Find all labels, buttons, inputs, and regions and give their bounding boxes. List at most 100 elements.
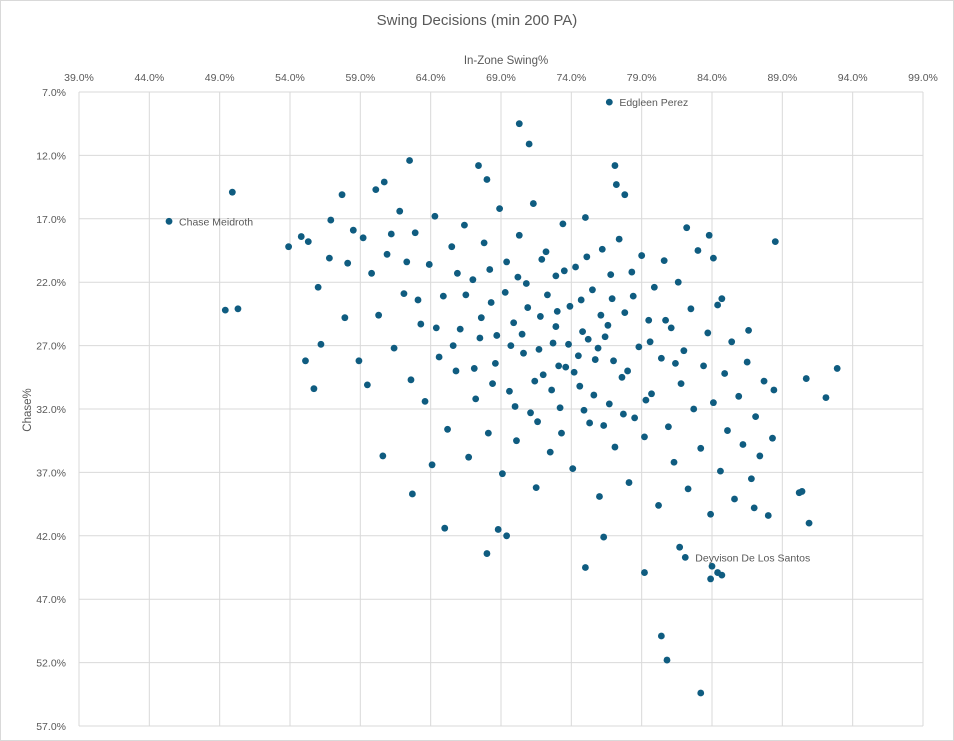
- data-point: [752, 413, 760, 421]
- x-tick-label: 39.0%: [64, 72, 94, 84]
- data-point: [802, 375, 810, 382]
- data-point: [327, 216, 335, 224]
- data-point: [619, 410, 627, 418]
- data-point: [314, 283, 322, 291]
- data-point: [611, 443, 619, 451]
- annotation-label: Deyvison De Los Santos: [695, 552, 810, 564]
- data-point: [556, 404, 564, 412]
- x-tick-label: 99.0%: [908, 72, 938, 84]
- data-point: [621, 191, 629, 199]
- data-point: [368, 269, 375, 277]
- data-points: [221, 120, 841, 697]
- data-point: [501, 288, 509, 296]
- data-point: [664, 423, 672, 431]
- data-point: [421, 397, 429, 405]
- data-point: [700, 362, 707, 370]
- data-point: [638, 252, 646, 259]
- data-point: [525, 140, 533, 148]
- data-point: [452, 367, 460, 375]
- data-point: [646, 338, 654, 346]
- data-point: [735, 392, 743, 400]
- data-point: [560, 267, 568, 275]
- data-point: [750, 504, 758, 512]
- y-tick-label: 7.0%: [42, 87, 66, 99]
- data-point: [448, 243, 456, 251]
- data-point: [477, 314, 485, 322]
- data-point: [805, 519, 813, 527]
- data-point: [672, 359, 679, 367]
- data-point: [583, 253, 591, 261]
- data-point: [507, 342, 515, 349]
- data-point: [728, 338, 736, 346]
- data-point: [577, 296, 585, 304]
- data-point: [344, 259, 352, 267]
- data-point: [607, 271, 615, 278]
- gridlines: [78, 91, 924, 727]
- data-point: [484, 429, 492, 437]
- data-point: [708, 562, 716, 570]
- x-tick-label: 94.0%: [838, 72, 868, 84]
- data-point: [705, 231, 713, 239]
- data-point: [302, 357, 309, 365]
- data-point: [544, 291, 551, 299]
- data-point: [234, 305, 242, 313]
- data-point: [532, 484, 540, 492]
- data-point: [655, 501, 662, 509]
- data-point: [582, 564, 589, 571]
- data-point: [690, 405, 698, 413]
- data-point: [520, 349, 527, 357]
- data-point: [600, 533, 608, 541]
- annotated-point: [165, 217, 173, 225]
- data-point: [677, 380, 685, 388]
- data-point: [667, 324, 675, 332]
- data-point: [529, 200, 537, 207]
- data-point: [444, 425, 451, 433]
- data-point: [522, 280, 530, 287]
- data-point: [628, 268, 636, 276]
- data-point: [400, 290, 408, 298]
- data-point: [562, 363, 570, 371]
- data-point: [591, 356, 599, 363]
- data-point: [304, 238, 312, 246]
- data-point: [486, 266, 494, 273]
- data-point: [317, 340, 325, 348]
- data-point: [704, 329, 712, 337]
- data-point: [408, 490, 416, 498]
- data-point: [515, 120, 523, 128]
- data-point: [707, 510, 714, 518]
- data-point: [657, 632, 665, 640]
- data-point: [552, 323, 560, 330]
- x-tick-label: 79.0%: [627, 72, 657, 84]
- data-point: [403, 258, 411, 266]
- annotations: Edgleen Perez Chase Meidroth Deyvison De L…: [165, 97, 810, 564]
- data-point: [515, 231, 523, 239]
- data-point: [697, 689, 705, 697]
- data-point: [491, 359, 499, 367]
- data-point: [476, 334, 484, 342]
- data-point: [579, 328, 586, 336]
- data-point: [687, 305, 695, 313]
- data-point: [771, 238, 779, 246]
- data-point: [555, 362, 563, 370]
- data-point: [453, 269, 461, 277]
- data-point: [465, 453, 473, 461]
- data-point: [396, 207, 404, 215]
- data-point: [657, 354, 665, 362]
- data-point: [439, 292, 447, 300]
- data-point: [493, 332, 501, 339]
- data-point: [411, 229, 419, 237]
- y-tick-label: 42.0%: [36, 531, 66, 543]
- data-point: [383, 250, 391, 258]
- data-point: [489, 380, 496, 388]
- data-point: [310, 385, 318, 393]
- y-tick-labels: 7.0% 12.0% 17.0% 22.0% 27.0% 32.0% 37.0% 42.0% 4…: [36, 87, 66, 733]
- data-point: [589, 286, 596, 294]
- data-point: [739, 441, 747, 448]
- y-tick-label: 22.0%: [36, 277, 66, 289]
- data-point: [355, 357, 363, 365]
- data-point: [441, 524, 449, 532]
- data-point: [683, 224, 691, 232]
- data-point: [718, 295, 726, 303]
- data-point: [604, 321, 612, 329]
- data-point: [487, 299, 495, 306]
